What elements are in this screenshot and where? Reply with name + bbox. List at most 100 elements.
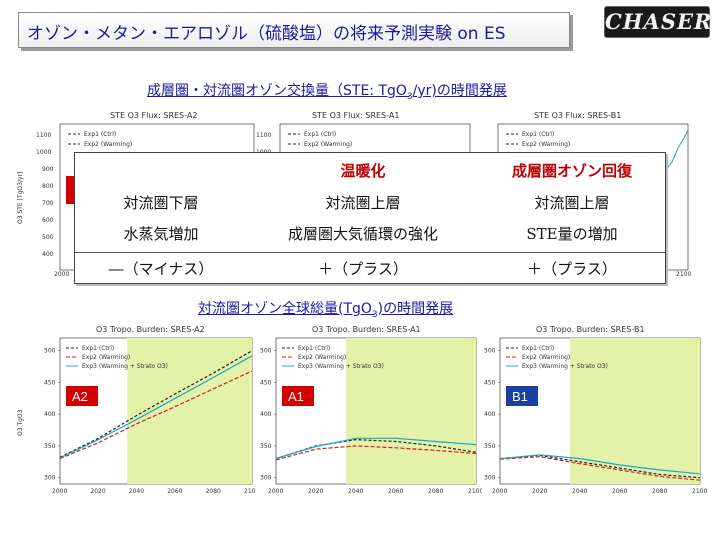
burden-a2-ytick-3: 350 bbox=[44, 443, 56, 450]
table-sign-row: ―（マイナス） ＋（プラス） ＋（プラス） bbox=[75, 252, 665, 283]
burden-a2-xtick-2: 2040 bbox=[129, 488, 144, 494]
burden-heading: 対流圏オゾン全球総量(TgO3)の時間発展 bbox=[198, 298, 453, 320]
ste-b1-xtick: 2100 bbox=[676, 271, 691, 278]
table-row-1: 対流圏下層 対流圏上層 対流圏上層 bbox=[75, 187, 665, 217]
burden-a1-ytick-0: 500 bbox=[260, 348, 272, 355]
burden-a1-legend-1: Exp2 (Warming) bbox=[298, 354, 346, 361]
burden-a2-xtick-1: 2020 bbox=[90, 488, 105, 494]
burden-a1-highlight bbox=[346, 338, 476, 484]
burden-b1-title: O3 Tropo. Burden: SRES-B1 bbox=[536, 325, 645, 334]
burden-a2-legend-1: Exp2 (Warming) bbox=[82, 354, 130, 361]
burden-a2-title: O3 Tropo. Burden: SRES-A2 bbox=[96, 325, 205, 334]
ste-heading-text: 成層圏・対流圏オゾン交換量（STE: TgO bbox=[147, 83, 407, 99]
mechanism-table: 温暖化 成層圏オゾン回復 対流圏下層 対流圏上層 対流圏上層 水蒸気増加 成層圏… bbox=[74, 152, 666, 284]
burden-b1-series-exp1 bbox=[499, 454, 701, 479]
burden-b1-ytick-3: 350 bbox=[484, 443, 496, 450]
burden-a1-legend-2: Exp3 (Warming + Strato O3) bbox=[298, 363, 384, 370]
burden-a1-series-exp1 bbox=[275, 438, 477, 460]
ste-a2-ytick-4: 700 bbox=[42, 200, 54, 207]
burden-panel-a2: O3 TgO3 O3 Tropo. Burden: SRES-A2 500 450 4… bbox=[14, 318, 256, 494]
burden-heading-sub: 3 bbox=[371, 309, 378, 320]
ste-heading-tail: /yr)の時間発展 bbox=[412, 83, 507, 99]
burden-a2-legend-0: Exp1 (Ctrl) bbox=[82, 345, 114, 352]
burden-b1-xtick-4: 2080 bbox=[652, 488, 667, 494]
burden-b1-xtick-5: 2100 bbox=[692, 488, 707, 494]
burden-a2-xtick-5: 2100 bbox=[244, 488, 256, 494]
ste-a2-ytick-7: 400 bbox=[42, 251, 54, 258]
ste-b1-title: STE O3 Flux: SRES-B1 bbox=[534, 111, 621, 120]
ste-a2-ytick-0: 1100 bbox=[36, 132, 51, 139]
red-side-tab bbox=[66, 176, 76, 204]
burden-a1-series-exp3 bbox=[275, 437, 477, 460]
burden-a1-ytick-3: 350 bbox=[260, 443, 272, 450]
table-header-row: 温暖化 成層圏オゾン回復 bbox=[75, 153, 665, 187]
ste-heading: 成層圏・対流圏オゾン交換量（STE: TgO3/yr)の時間発展 bbox=[147, 80, 507, 102]
burden-b1-legend-1: Exp2 (Warming) bbox=[522, 354, 570, 361]
burden-b1-xtick-2: 2040 bbox=[572, 488, 587, 494]
burden-a2-ytick-0: 500 bbox=[44, 348, 56, 355]
burden-chart-b1: O3 Tropo. Burden: SRES-B1 500 450 400 350 300… bbox=[484, 325, 707, 494]
burden-a1-ytick-1: 450 bbox=[260, 379, 272, 386]
burden-a2-series-exp1 bbox=[59, 350, 253, 458]
chaser-logo: CHASER bbox=[604, 6, 713, 38]
ste-a2-legend-1: Exp1 (Ctrl) bbox=[84, 131, 116, 138]
table-header-ozone-recovery: 成層圏オゾン回復 bbox=[511, 161, 632, 180]
burden-a1-legend-0: Exp1 (Ctrl) bbox=[298, 345, 330, 352]
ste-b1-legend-2: Exp2 (Warming) bbox=[522, 141, 570, 148]
ste-a2-ytick-5: 600 bbox=[42, 217, 54, 224]
burden-a2-series-exp2 bbox=[59, 370, 253, 460]
table-cell-r1c3: 対流圏上層 bbox=[534, 193, 610, 212]
logo-text: CHASER bbox=[605, 9, 713, 34]
burden-b1-ytick-1: 450 bbox=[484, 379, 496, 386]
burden-a1-xtick-4: 2080 bbox=[428, 488, 443, 494]
burden-b1-ytick-4: 300 bbox=[484, 475, 496, 482]
burden-heading-tail: )の時間発展 bbox=[377, 301, 454, 317]
burden-b1-series-exp3 bbox=[499, 454, 701, 475]
burden-b1-highlight bbox=[570, 338, 700, 484]
burden-a2-ytick-1: 450 bbox=[44, 379, 56, 386]
slide-title-box: オゾン・メタン・エアロゾル（硫酸塩）の将来予測実験 on ES bbox=[18, 12, 570, 48]
table-sign-3: ＋（プラス） bbox=[479, 252, 665, 283]
burden-a2-xtick-3: 2060 bbox=[167, 488, 182, 494]
ste-a2-ytick-3: 800 bbox=[42, 183, 54, 190]
burden-a1-xtick-2: 2040 bbox=[348, 488, 363, 494]
table-cell-r2c3: STE量の増加 bbox=[526, 224, 618, 243]
burden-a1-series-exp2 bbox=[275, 445, 477, 461]
burden-b1-scenario-label: B1 bbox=[512, 389, 528, 404]
burden-a2-xtick-4: 2080 bbox=[206, 488, 221, 494]
mechanism-grid: 温暖化 成層圏オゾン回復 対流圏下層 対流圏上層 対流圏上層 水蒸気増加 成層圏… bbox=[75, 153, 665, 283]
ste-b1-visible-line bbox=[665, 129, 689, 171]
ste-a1-legend-2: Exp2 (Warming) bbox=[304, 141, 352, 148]
burden-a2-ytick-4: 300 bbox=[44, 475, 56, 482]
ste-a2-ytick-2: 900 bbox=[42, 166, 54, 173]
table-header-warming: 温暖化 bbox=[340, 161, 386, 180]
burden-panel-a1: O3 Tropo. Burden: SRES-A1 500 450 400 350 300… bbox=[252, 318, 482, 494]
ste-a1-title: STE O3 Flux: SRES-A1 bbox=[312, 111, 399, 120]
burden-a2-xtick-0: 2000 bbox=[52, 488, 67, 494]
burden-a1-ytick-2: 400 bbox=[260, 411, 272, 418]
burden-b1-xtick-1: 2020 bbox=[532, 488, 547, 494]
table-sign-2: ＋（プラス） bbox=[247, 252, 479, 283]
burden-heading-text: 対流圏オゾン全球総量(TgO bbox=[198, 301, 372, 317]
burden-b1-scenario-box bbox=[506, 386, 538, 406]
table-cell-r1c2: 対流圏上層 bbox=[325, 193, 401, 212]
burden-a2-ylabel: O3 TgO3 bbox=[17, 409, 24, 436]
burden-a2-scenario-box bbox=[66, 386, 98, 406]
burden-chart-a1: O3 Tropo. Burden: SRES-A1 500 450 400 350 300… bbox=[260, 325, 482, 494]
ste-a2-ytick-6: 500 bbox=[42, 234, 54, 241]
ste-a2-title: STE O3 Flux: SRES-A2 bbox=[110, 111, 197, 120]
burden-a2-highlight bbox=[127, 338, 252, 484]
table-cell-r1c1: 対流圏下層 bbox=[123, 193, 199, 212]
ste-b1-legend-1: Exp1 (Ctrl) bbox=[522, 131, 554, 138]
table-cell-r2c2: 成層圏大気循環の強化 bbox=[287, 224, 438, 243]
burden-panel-b1: O3 Tropo. Burden: SRES-B1 500 450 400 350 300… bbox=[476, 318, 708, 494]
ste-a2-ylabel: O3 STE [TgO3/yr] bbox=[17, 172, 24, 224]
table-sign-1: ―（マイナス） bbox=[75, 252, 247, 283]
burden-b1-ytick-0: 500 bbox=[484, 348, 496, 355]
table-header-empty bbox=[75, 153, 247, 187]
burden-b1-ytick-2: 400 bbox=[484, 411, 496, 418]
ste-a2-legend-2: Exp2 (Warming) bbox=[84, 141, 132, 148]
burden-a2-series-exp3 bbox=[59, 355, 253, 459]
burden-a1-xtick-0: 2000 bbox=[268, 488, 283, 494]
ste-a1-legend-1: Exp1 (Ctrl) bbox=[304, 131, 336, 138]
